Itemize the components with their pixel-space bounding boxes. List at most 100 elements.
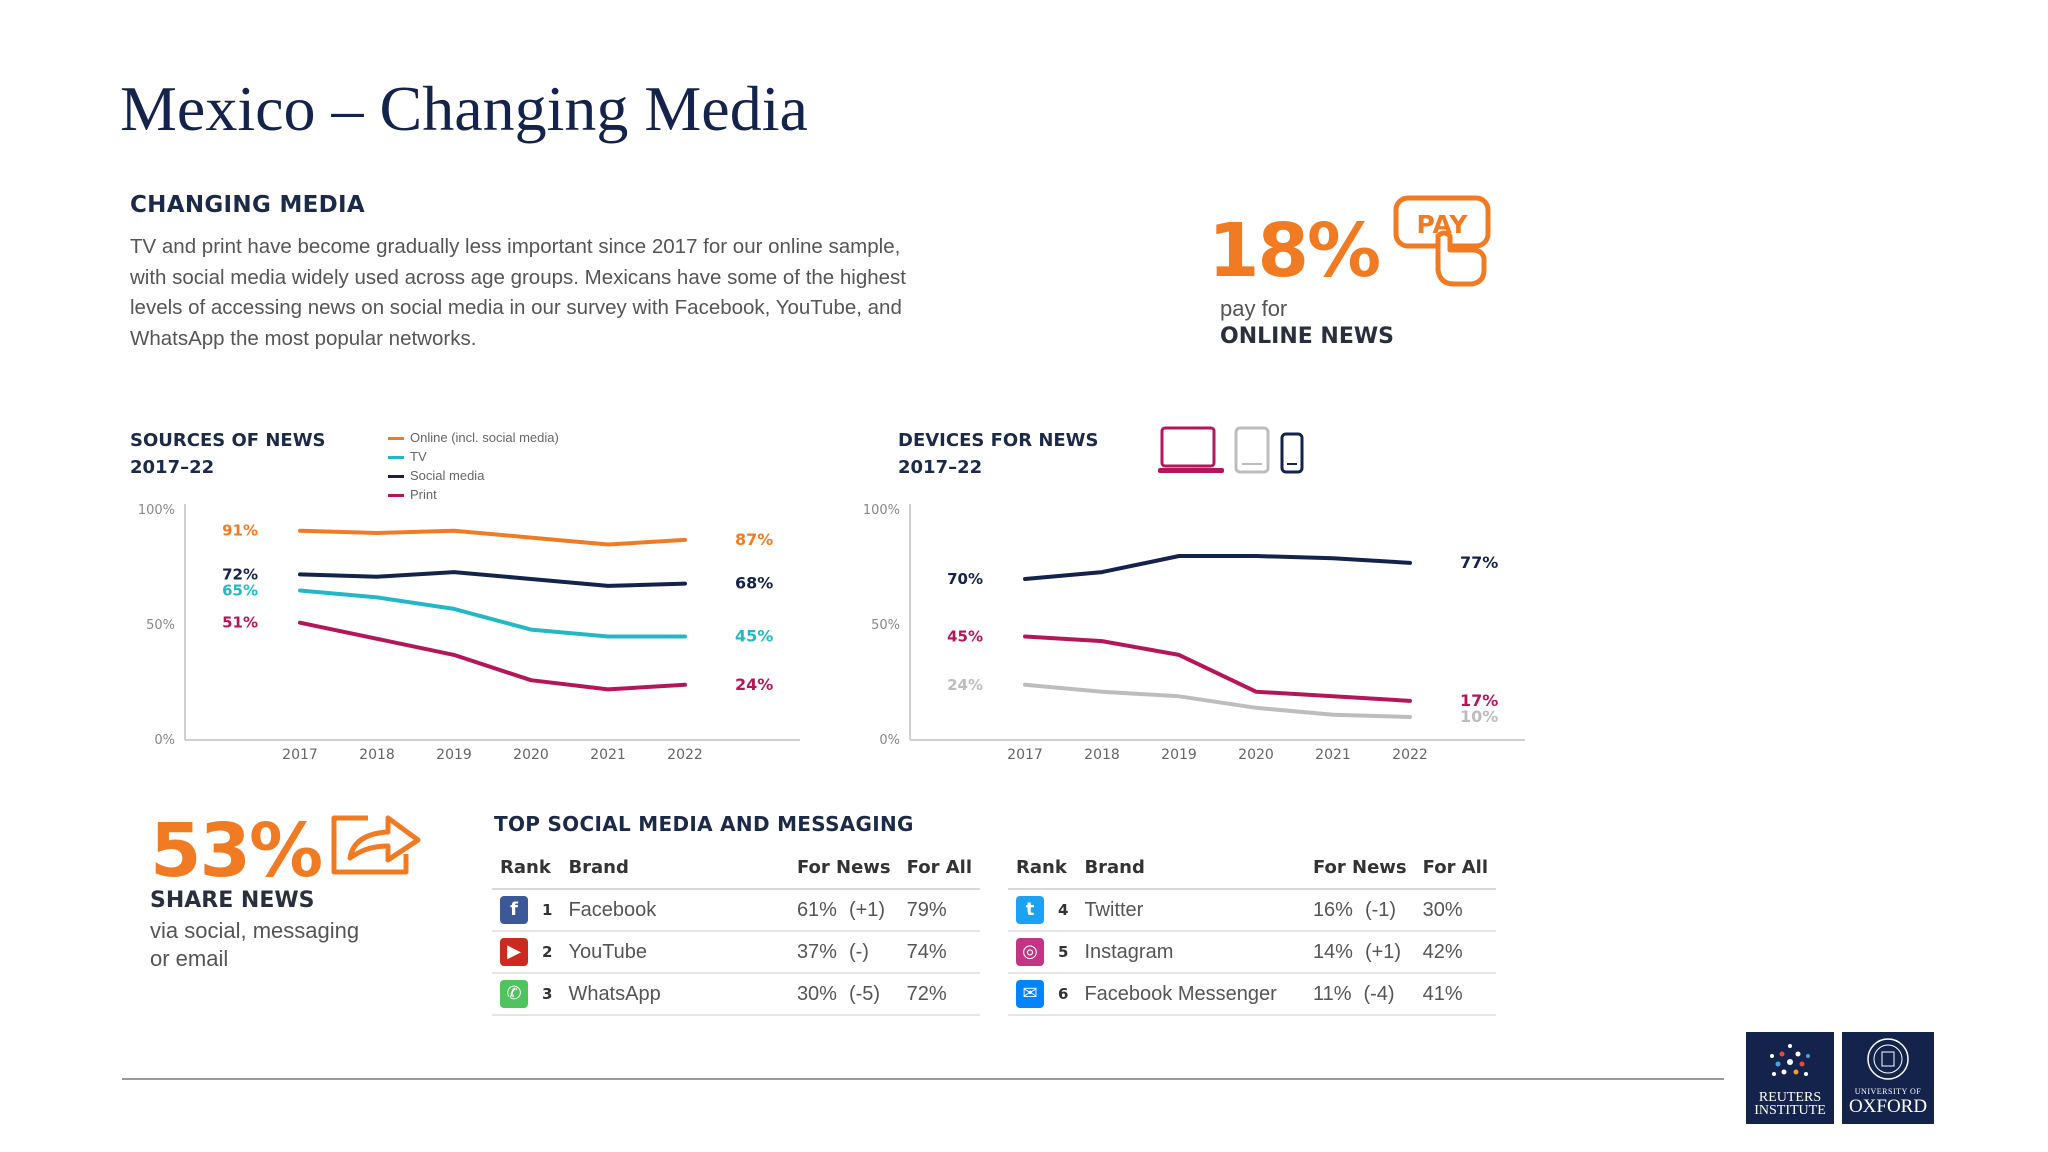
oxford-line2: OXFORD [1848,1096,1928,1117]
social-heading: TOP SOCIAL MEDIA AND MESSAGING [494,812,914,836]
series-end-label: 68% [735,574,773,593]
for-news-change: (+1) [1364,940,1402,963]
series-start-label: 72% [222,565,258,583]
series-end-label: 17% [1460,691,1498,710]
table-row: ✆ 3 WhatsApp 30% (-5) 72% [492,973,980,1016]
column-header: Brand [1076,852,1305,890]
x-tick-label: 2020 [1238,747,1274,763]
brand-name: WhatsApp [560,973,789,1016]
column-header: For News [1304,852,1415,890]
messenger-icon: ✉ [1016,980,1044,1008]
changing-media-heading: CHANGING MEDIA [130,192,365,218]
tablet-icon [1234,426,1270,474]
legend-item: Print [388,487,437,502]
x-tick-label: 2020 [513,747,549,763]
series-line [1023,634,1412,703]
series-line [1023,682,1412,719]
for-all-value: 42% [1414,931,1496,974]
for-news-value: 11% [1312,982,1352,1005]
series-line [298,620,687,692]
series-end-label: 24% [735,675,773,694]
brand-name: Instagram [1076,931,1305,974]
legend-label: Online (incl. social media) [410,430,559,445]
for-news-value: 16% [1312,898,1353,921]
x-tick-label: 2018 [359,747,395,763]
sources-chart-title: SOURCES OF NEWS [130,430,326,451]
rank-number: 1 [542,901,553,919]
table-row: t 4 Twitter 16% (-1) 30% [1008,889,1496,932]
brand-name: Twitter [1076,889,1305,932]
pay-hand-icon: PAY [1393,195,1491,287]
reuters-line1: REUTERS [1758,1090,1822,1105]
y-tick-label: 50% [146,618,175,633]
legend-label: TV [410,449,427,464]
x-tick-label: 2021 [1315,747,1351,763]
column-header: For All [1414,852,1496,890]
series-line [298,570,687,588]
column-header: For News [788,852,899,890]
footer-divider [122,1078,1724,1080]
series-end-label: 10% [1460,707,1498,726]
x-tick-label: 2017 [282,747,318,763]
for-news-value: 14% [1312,940,1353,963]
oxford-university-logo: UNIVERSITY OF OXFORD [1842,1032,1934,1124]
for-news-cell: 30% (-5) [788,973,899,1016]
x-tick-label: 2019 [436,747,472,763]
brand-name: Facebook Messenger [1076,973,1305,1016]
for-all-value: 41% [1414,973,1496,1016]
for-all-value: 30% [1414,889,1496,932]
for-all-value: 72% [898,973,980,1016]
legend-item: TV [388,449,427,464]
series-end-label: 87% [735,530,773,549]
intro-text: TV and print have become gradually less … [130,235,906,350]
devices-line-chart: 100% 50% 0% 2017 2018 2019 2020 2021 2022 70% 45% 2… [863,503,1525,763]
rank-cell: ✉ 6 [1008,973,1077,1016]
table-row: ◎ 5 Instagram 14% (+1) 42% [1008,931,1496,974]
rank-cell: ▶ 2 [492,931,561,974]
y-tick-label: 100% [138,503,175,518]
social-table-left: Rank Brand For News For All f 1 Facebook 61% (+1… [492,852,980,1016]
share-percentage: 53% [150,808,323,894]
rank-cell: ✆ 3 [492,973,561,1016]
for-news-change: (-4) [1363,982,1395,1005]
x-tick-label: 2019 [1161,747,1197,763]
brand-name: YouTube [560,931,789,974]
series-start-label: 51% [222,614,258,632]
series-start-label: 91% [222,522,258,540]
for-news-value: 37% [796,940,837,963]
pay-percentage: 18% [1208,208,1381,294]
share-line2: via social, messaging [150,918,360,943]
facebook-icon: f [500,896,528,924]
reuters-dots-icon [1770,1044,1810,1076]
series-line [1023,554,1412,581]
page-title: Mexico – Changing Media [120,73,808,144]
for-all-value: 74% [898,931,980,974]
table-row: ▶ 2 YouTube 37% (-) 74% [492,931,980,974]
instagram-icon: ◎ [1016,938,1044,966]
column-header: Rank [492,852,561,890]
legend-swatch [388,494,404,498]
reuters-line2: INSTITUTE [1754,1103,1826,1118]
oxford-crest-icon [1867,1038,1909,1080]
series-start-label: 24% [947,676,983,694]
legend-swatch [388,456,404,460]
devices-chart-title: DEVICES FOR NEWS [898,430,1099,451]
for-news-change: (-1) [1364,898,1397,921]
for-news-change: (+1) [848,898,886,921]
rank-number: 3 [542,985,553,1003]
rank-cell: ◎ 5 [1008,931,1077,974]
for-news-change: (-5) [848,982,881,1005]
series-end-label: 45% [735,627,773,646]
y-tick-label: 0% [879,733,900,748]
series-start-label: 45% [947,628,983,646]
share-arrow-icon [331,815,421,875]
for-news-cell: 11% (-4) [1304,973,1415,1016]
whatsapp-icon: ✆ [500,980,528,1008]
y-tick-label: 50% [871,618,900,633]
y-tick-label: 0% [154,733,175,748]
series-start-label: 65% [222,582,258,600]
x-tick-label: 2017 [1007,747,1043,763]
pay-line2: ONLINE NEWS [1220,324,1394,349]
